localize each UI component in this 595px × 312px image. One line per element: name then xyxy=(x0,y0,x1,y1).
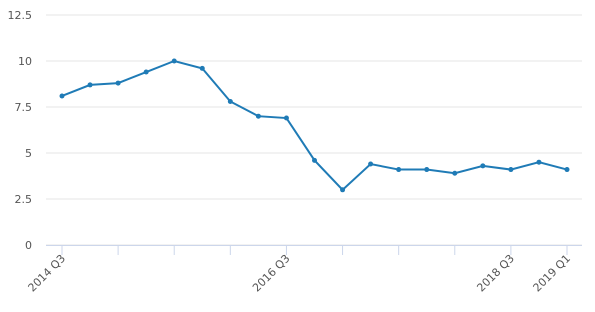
point xyxy=(508,167,514,173)
point xyxy=(340,187,346,193)
y-tick-label: 12.5 xyxy=(8,9,33,22)
point xyxy=(59,93,65,99)
x-tick-label: 2016 Q3 xyxy=(250,252,293,295)
x-tick-label: 2019 Q1 xyxy=(531,252,574,295)
line xyxy=(61,59,568,192)
point xyxy=(396,167,402,173)
point xyxy=(452,170,458,176)
x-tick-label: 2014 Q3 xyxy=(26,252,69,295)
point xyxy=(87,82,93,88)
point xyxy=(480,163,486,169)
y-tick-label: 0 xyxy=(25,239,32,252)
point xyxy=(115,80,121,86)
point xyxy=(536,159,542,165)
point xyxy=(171,58,177,64)
point xyxy=(255,113,261,119)
y-tick-label: 10 xyxy=(18,55,32,68)
point xyxy=(368,161,374,167)
point xyxy=(227,98,233,104)
point xyxy=(564,167,570,173)
point xyxy=(312,157,317,163)
y-tick-label: 7.5 xyxy=(15,101,33,114)
x-tick-label: 2018 Q3 xyxy=(474,252,517,295)
point xyxy=(199,65,205,71)
y-tick-label: 2.5 xyxy=(15,193,33,206)
point xyxy=(143,69,149,75)
y-tick-label: 5 xyxy=(25,147,32,160)
point xyxy=(424,167,430,173)
point xyxy=(283,115,289,121)
